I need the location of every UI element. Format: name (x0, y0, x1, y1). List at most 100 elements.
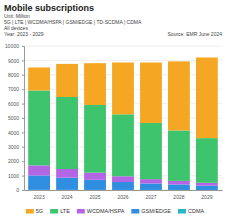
y-tick-mark (22, 75, 24, 76)
y-tick: 0 (16, 187, 24, 193)
x-tick-label: 2027 (145, 194, 156, 200)
y-tick-label: 1000 (8, 173, 19, 179)
bar (28, 67, 50, 90)
y-tick: 3000 (8, 144, 24, 150)
legend-item: GSM/EDGE (131, 208, 171, 214)
bar (112, 62, 134, 114)
bars (28, 57, 218, 190)
y-tick-label: 3000 (8, 144, 19, 150)
legend-swatch (178, 209, 186, 214)
x-tick-label: 2025 (89, 194, 100, 200)
x-axis-line (25, 190, 223, 191)
y-tick-label: 2000 (8, 158, 19, 164)
bar (168, 130, 190, 180)
legend-item: LTE (50, 208, 70, 214)
legend-item: 5G (26, 208, 43, 214)
bar (140, 179, 162, 183)
y-axis: 0 1000 2000 3000 4000 5000 6000 7000 8000 9000 100… (5, 43, 24, 193)
series (28, 57, 218, 138)
y-tick-label: 10000 (5, 43, 19, 49)
x-tick: 2027 (145, 194, 156, 200)
bar (196, 57, 218, 138)
bar (196, 138, 218, 183)
x-tick: 2029 (201, 194, 212, 200)
bar (112, 114, 134, 176)
y-tick: 9000 (8, 58, 24, 64)
bar (28, 175, 50, 189)
y-tick-label: 6000 (8, 101, 19, 107)
legend-label: 5G (36, 208, 43, 214)
y-tick-label: 0 (16, 187, 19, 193)
y-tick: 10000 (5, 43, 24, 49)
y-tick-mark (22, 89, 24, 90)
legend-label: LTE (60, 208, 70, 214)
bar (112, 182, 134, 190)
legend-item: CDMA (178, 208, 205, 214)
y-tick: 8000 (8, 72, 24, 78)
y-tick: 7000 (8, 86, 24, 92)
bar (28, 165, 50, 175)
y-axis-line (22, 47, 25, 191)
x-tick-label: 2028 (173, 194, 184, 200)
bar (84, 63, 106, 105)
bar (28, 90, 50, 165)
x-tick-label: 2026 (117, 194, 128, 200)
x-axis: 2023 2024 2025 2026 2027 2028 2029 (25, 191, 223, 200)
y-tick-mark (22, 190, 24, 191)
legend: 5G LTE WCDMA/HSPA GSM/EDGE CDMA (26, 208, 205, 214)
x-tick-label: 2029 (201, 194, 212, 200)
legend-label: GSM/EDGE (141, 208, 171, 214)
legend-swatch (77, 209, 85, 214)
legend-label: CDMA (188, 208, 205, 214)
bar (168, 184, 190, 189)
y-tick: 1000 (8, 173, 24, 179)
y-tick-mark (22, 147, 24, 148)
bar (196, 186, 218, 190)
x-tick: 2028 (173, 194, 184, 200)
bar (112, 176, 134, 182)
y-tick-mark (22, 104, 24, 105)
y-tick-mark (22, 46, 24, 47)
x-tick: 2026 (117, 194, 128, 200)
bar (168, 181, 190, 185)
bar (140, 63, 162, 123)
y-tick-mark (22, 60, 24, 61)
bar (168, 61, 190, 130)
y-tick: 5000 (8, 115, 24, 121)
bar (56, 178, 78, 190)
legend-label: WCDMA/HSPA (87, 208, 125, 214)
y-tick: 4000 (8, 130, 24, 136)
bar (140, 183, 162, 189)
y-tick-label: 5000 (8, 115, 19, 121)
x-tick: 2023 (34, 194, 45, 200)
bar (56, 97, 78, 169)
bar (56, 64, 78, 97)
bar (84, 173, 106, 180)
y-tick-mark (22, 118, 24, 119)
grid (24, 46, 222, 190)
bar (196, 183, 218, 186)
legend-item: WCDMA/HSPA (77, 208, 125, 214)
x-tick: 2024 (62, 194, 73, 200)
y-tick-label: 7000 (8, 86, 19, 92)
y-tick-mark (22, 161, 24, 162)
y-tick-mark (22, 132, 24, 133)
x-tick-label: 2023 (34, 194, 45, 200)
bar (84, 180, 106, 190)
legend-swatch (50, 209, 58, 214)
grid-line (24, 60, 222, 61)
legend-swatch (26, 209, 34, 214)
grid-line (24, 46, 222, 47)
y-tick: 2000 (8, 158, 24, 164)
y-tick: 6000 (8, 101, 24, 107)
y-tick-label: 4000 (8, 130, 19, 136)
title: Mobile subscriptions (4, 3, 94, 13)
subtitle: Year: 2023 - 2029 (4, 31, 44, 37)
bar (140, 123, 162, 179)
legend-swatch (131, 209, 139, 214)
x-tick: 2025 (89, 194, 100, 200)
y-tick-label: 8000 (8, 72, 19, 78)
x-tick-label: 2024 (62, 194, 73, 200)
bar (56, 169, 78, 178)
chart: Mobile subscriptionsUnit: Million5G | LT… (0, 0, 230, 216)
